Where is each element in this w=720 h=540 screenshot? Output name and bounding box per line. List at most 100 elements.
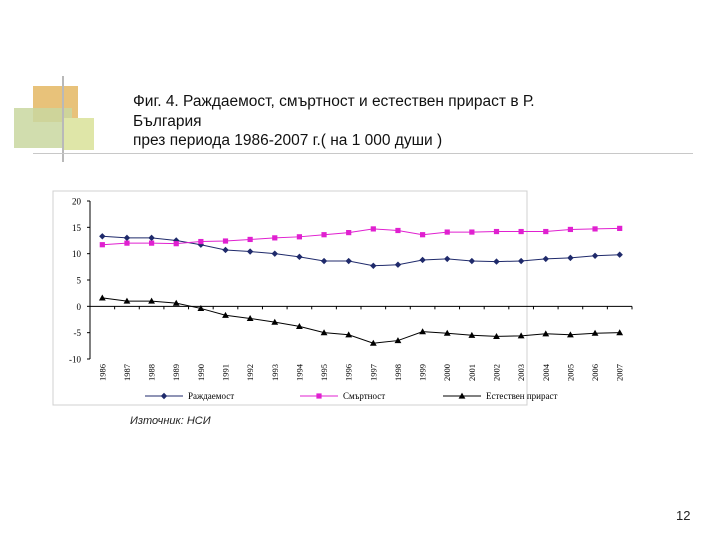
deaths-point	[99, 242, 105, 248]
natural-growth-point	[517, 332, 525, 339]
natural-growth-point	[567, 331, 574, 338]
natural-growth-point	[172, 299, 180, 306]
page-number: 12	[676, 508, 691, 523]
legend-natural-growth-marker	[458, 392, 466, 399]
deaths-point	[493, 228, 500, 235]
births-point	[370, 262, 377, 269]
deaths-point	[272, 235, 278, 241]
births-point	[246, 248, 254, 255]
x-tick-label: 1987	[122, 364, 132, 381]
y-tick-label: 20	[72, 197, 82, 207]
legend-natural-growth-label: Естествен прираст	[486, 391, 557, 401]
x-tick-label: 1993	[270, 364, 280, 381]
deaths-point	[395, 227, 401, 234]
title-line-2: България	[133, 112, 202, 130]
natural-growth-point	[443, 329, 451, 336]
births-point	[444, 255, 451, 263]
x-tick-label: 1986	[97, 364, 107, 381]
x-tick-label: 2004	[541, 363, 551, 381]
births-point	[394, 261, 402, 268]
deaths-point	[173, 241, 179, 247]
y-tick-label: 10	[72, 249, 82, 259]
x-tick-label: 2005	[565, 364, 575, 381]
x-tick-label: 1995	[319, 364, 329, 381]
births-point	[296, 253, 303, 261]
x-tick-label: 1989	[171, 364, 181, 381]
x-tick-label: 1997	[368, 364, 378, 381]
natural-growth-point	[468, 331, 476, 338]
legend-deaths-marker	[316, 393, 322, 399]
natural-growth-point	[419, 328, 426, 335]
chart-border	[52, 190, 528, 406]
births-line	[102, 235, 620, 267]
deaths-point	[222, 238, 229, 244]
natural-growth-point	[98, 294, 106, 301]
natural-growth-point	[123, 297, 131, 304]
births-point	[271, 250, 278, 257]
x-tick-label: 2006	[590, 364, 600, 381]
natural-growth-point	[616, 329, 624, 336]
deaths-point	[469, 229, 475, 235]
deaths-point	[567, 226, 574, 233]
x-tick-label: 1990	[196, 364, 206, 381]
deaths-point	[518, 228, 524, 235]
legend-births-marker	[160, 392, 168, 400]
births-point	[517, 257, 525, 265]
deaths-point	[124, 240, 130, 246]
natural-growth-point	[542, 330, 550, 337]
natural-growth-line	[102, 297, 620, 344]
x-tick-label: 2000	[442, 364, 452, 381]
x-tick-label: 1994	[294, 363, 304, 381]
births-point	[591, 252, 599, 259]
title-rule	[33, 153, 693, 154]
source-note: Източник: НСИ	[130, 415, 211, 427]
y-tick-label: -10	[69, 355, 81, 365]
y-tick-label: -5	[74, 328, 82, 338]
births-point	[468, 257, 476, 265]
births-point	[123, 234, 131, 242]
x-tick-label: 1991	[221, 364, 231, 381]
y-tick-label: 15	[72, 223, 82, 233]
deaths-line	[102, 227, 620, 246]
natural-growth-point	[320, 329, 328, 336]
x-tick-label: 1999	[418, 364, 428, 381]
births-point	[493, 258, 500, 265]
natural-growth-point	[246, 315, 254, 322]
x-tick-label: 2003	[516, 364, 526, 381]
x-tick-label: 1996	[344, 364, 354, 381]
deco-vertical-line	[62, 76, 64, 162]
natural-growth-point	[591, 329, 599, 336]
deaths-point	[617, 225, 623, 231]
deco-block-lime	[62, 118, 94, 150]
legend-births-label: Раждаемост	[188, 391, 234, 401]
y-tick-label: 0	[77, 302, 82, 312]
deaths-point	[543, 228, 549, 235]
births-point	[542, 255, 549, 263]
x-tick-label: 2001	[467, 364, 477, 381]
births-point	[148, 234, 155, 242]
births-point	[345, 257, 352, 265]
deaths-point	[444, 229, 450, 235]
x-tick-label: 2002	[492, 364, 502, 381]
natural-growth-point	[296, 322, 303, 329]
natural-growth-point	[197, 305, 205, 312]
births-point	[222, 246, 229, 254]
births-point	[99, 233, 106, 240]
deaths-point	[296, 234, 303, 240]
natural-growth-point	[369, 339, 377, 346]
deaths-point	[148, 240, 155, 246]
natural-growth-point	[271, 318, 279, 325]
y-tick-label: 5	[77, 276, 82, 286]
births-point	[567, 254, 574, 262]
x-tick-label: 1988	[147, 364, 157, 381]
x-tick-label: 2007	[615, 364, 625, 381]
title-line-3: през периода 1986-2007 г.( на 1 000 души…	[133, 132, 443, 149]
deaths-point	[370, 226, 376, 232]
title-line-1: Фиг. 4. Раждаемост, смъртност и естестве…	[133, 93, 535, 110]
slide-title: Фиг. 4. Раждаемост, смъртност и естестве…	[133, 92, 693, 151]
deaths-point	[198, 238, 204, 245]
natural-growth-point	[222, 311, 229, 318]
deaths-point	[346, 230, 352, 236]
deaths-point	[247, 236, 253, 243]
legend-deaths-label: Смъртност	[343, 391, 385, 401]
